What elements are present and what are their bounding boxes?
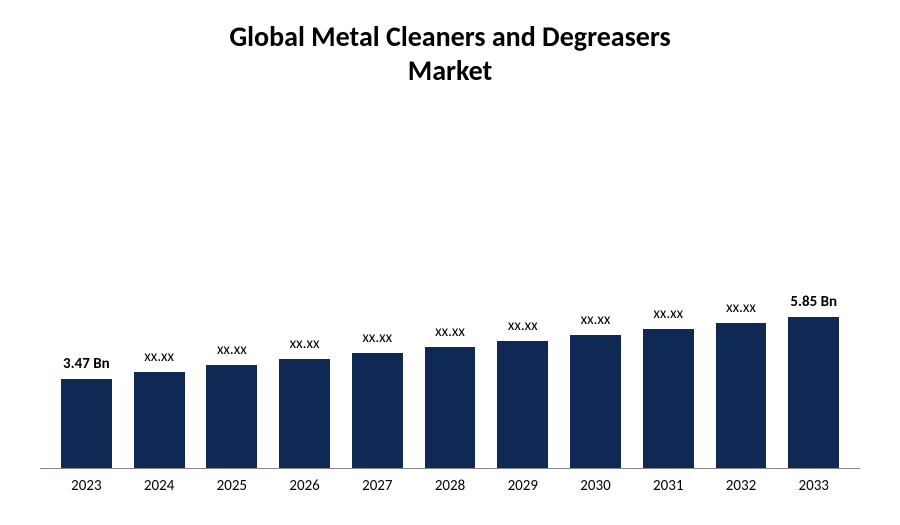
bar-value-label: 5.85 Bn (777, 293, 850, 311)
x-axis-label: 2032 (705, 477, 778, 495)
chart-title: Global Metal Cleaners and Degreasers Mar… (40, 20, 860, 87)
title-line-2: Market (40, 54, 860, 88)
x-axis-label: 2031 (632, 477, 705, 495)
bar-group: xx.xx (123, 117, 196, 468)
x-axis-label: 2033 (777, 477, 850, 495)
bar (279, 359, 330, 468)
bar (134, 372, 185, 468)
bar-group: xx.xx (705, 117, 778, 468)
bar-group: xx.xx (268, 117, 341, 468)
bar-group: xx.xx (341, 117, 414, 468)
bar-group: xx.xx (195, 117, 268, 468)
bar (352, 353, 403, 468)
bar (425, 347, 476, 468)
x-axis-label: 2023 (50, 477, 123, 495)
x-axis-label: 2026 (268, 477, 341, 495)
bar-group: xx.xx (559, 117, 632, 468)
bar-group: xx.xx (486, 117, 559, 468)
bar (61, 379, 112, 468)
bar (497, 341, 548, 468)
bar-value-label: xx.xx (486, 317, 559, 335)
bar-value-label: xx.xx (268, 335, 341, 353)
bar-value-label: xx.xx (632, 305, 705, 323)
title-line-1: Global Metal Cleaners and Degreasers (40, 20, 860, 54)
x-axis-label: 2028 (414, 477, 487, 495)
x-axis-label: 2024 (123, 477, 196, 495)
bar-group: xx.xx (632, 117, 705, 468)
bar (716, 323, 767, 468)
x-axis: 2023202420252026202720282029203020312032… (40, 469, 860, 495)
bar-group: xx.xx (414, 117, 487, 468)
bar-value-label: xx.xx (123, 348, 196, 366)
bar-value-label: 3.47 Bn (50, 355, 123, 373)
bar-value-label: xx.xx (341, 329, 414, 347)
x-axis-label: 2030 (559, 477, 632, 495)
chart-container: Global Metal Cleaners and Degreasers Mar… (0, 0, 900, 525)
bar-group: 5.85 Bn (777, 117, 850, 468)
bar-value-label: xx.xx (705, 299, 778, 317)
bar (788, 317, 839, 468)
bar (570, 335, 621, 468)
bar (643, 329, 694, 468)
bar-group: 3.47 Bn (50, 117, 123, 468)
bar-value-label: xx.xx (195, 341, 268, 359)
bar-value-label: xx.xx (414, 323, 487, 341)
x-axis-label: 2027 (341, 477, 414, 495)
plot-area: 3.47 Bnxx.xxxx.xxxx.xxxx.xxxx.xxxx.xxxx.… (40, 117, 860, 469)
bar-value-label: xx.xx (559, 311, 632, 329)
bar (206, 365, 257, 468)
x-axis-label: 2029 (486, 477, 559, 495)
x-axis-label: 2025 (195, 477, 268, 495)
